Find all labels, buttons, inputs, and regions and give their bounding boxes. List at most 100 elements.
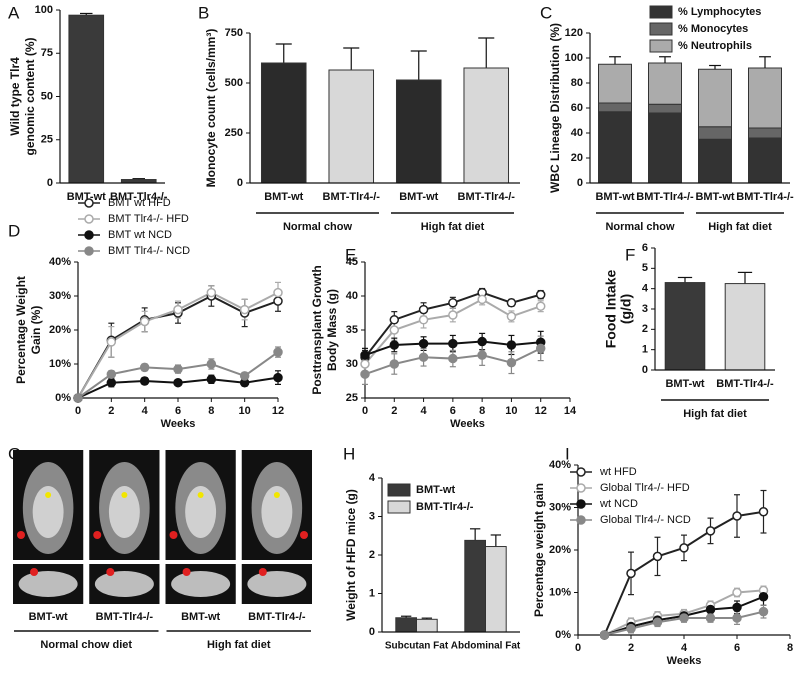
point: [652, 617, 663, 627]
group-label: High fat diet: [683, 408, 747, 420]
scan-marker: [30, 568, 39, 576]
point: [360, 359, 370, 369]
x-tick-label: 10: [239, 405, 251, 417]
group-label: High fat diet: [421, 221, 485, 233]
bar-segment: [748, 127, 782, 139]
legend-swatch: [387, 483, 411, 497]
x-tick-label: 12: [535, 405, 547, 417]
point: [732, 602, 742, 613]
legend-marker: [84, 230, 94, 240]
point: [506, 357, 517, 368]
scan-marker: [197, 492, 204, 498]
legend-swatch: [387, 500, 411, 514]
x-tick-label: Subcutan Fat: [385, 641, 449, 652]
y-axis-label: WBC Lineage Distribution (%): [548, 23, 562, 193]
y-tick-label: 80: [571, 77, 583, 89]
y-tick-label: 0%: [555, 629, 571, 641]
panel-letter: B: [198, 3, 209, 22]
bar: [68, 14, 105, 184]
x-tick-label: 2: [108, 405, 114, 417]
panel-letter: A: [8, 3, 20, 22]
point: [173, 364, 183, 374]
x-axis-label: Weeks: [667, 655, 702, 667]
y-tick-label: 1: [642, 344, 648, 356]
bar-segment: [698, 138, 732, 184]
y-tick-label: 40%: [549, 459, 571, 471]
bar: [724, 283, 766, 371]
x-tick-label: 6: [450, 405, 456, 417]
point: [239, 304, 250, 315]
x-tick-label: BMT-Tlr4-/-: [96, 611, 154, 623]
bar-segment: [648, 62, 682, 105]
x-tick-label: BMT-wt: [595, 191, 634, 203]
x-tick-label: BMT-wt: [67, 191, 106, 203]
y-tick-label: 20%: [49, 324, 71, 336]
point: [477, 294, 487, 305]
x-axis-label: Weeks: [161, 418, 196, 430]
point: [206, 374, 217, 385]
y-tick-label: 750: [225, 27, 243, 39]
x-tick-label: BMT-wt: [29, 611, 68, 623]
x-tick-label: BMT-Tlr4-/-: [716, 378, 774, 390]
point: [206, 359, 217, 369]
point: [206, 287, 217, 298]
y-axis-label: Food Intake: [603, 270, 619, 349]
y-tick-label: 0: [577, 177, 583, 189]
x-tick-label: BMT-Tlr4-/-: [323, 191, 381, 203]
scan-slice-body: [18, 571, 78, 597]
bar-segment: [648, 112, 682, 184]
point: [626, 568, 636, 579]
y-axis-label: Weight of HFD mice (g): [344, 489, 358, 621]
x-tick-label: 8: [479, 405, 485, 417]
point: [389, 315, 400, 325]
x-tick-label: 0: [575, 642, 581, 654]
point: [73, 393, 83, 403]
y-tick-label: 60: [571, 102, 583, 114]
y-tick-label: 1: [369, 587, 375, 599]
scan-slice-body: [247, 571, 307, 597]
y-axis-label: genomic content (%): [23, 37, 37, 155]
point: [139, 362, 150, 373]
y-axis-label: Gain (%): [29, 306, 43, 355]
y-tick-label: 20: [571, 152, 583, 164]
y-axis-label: Percentage Weight: [14, 276, 28, 384]
y-tick-label: 3: [369, 510, 375, 522]
point: [389, 340, 400, 350]
bar: [664, 282, 706, 371]
bar: [485, 546, 507, 633]
bar-segment: [748, 67, 782, 129]
legend-label: BMT wt NCD: [108, 229, 172, 241]
scan-organ: [261, 486, 293, 538]
point: [106, 337, 117, 347]
group-label: Normal chow: [605, 221, 675, 233]
y-tick-label: 3: [642, 303, 648, 315]
legend-marker: [576, 499, 586, 509]
x-tick-label: 10: [505, 405, 517, 417]
y-axis-label: Posttransplant Growth: [310, 265, 324, 394]
legend-marker: [84, 214, 94, 224]
point: [535, 343, 546, 354]
point: [758, 592, 769, 602]
point: [535, 289, 546, 300]
x-tick-label: BMT-Tlr4-/-: [458, 191, 516, 203]
point: [448, 353, 458, 364]
x-tick-label: 8: [787, 642, 793, 654]
bar-segment: [598, 111, 632, 184]
point: [448, 310, 458, 320]
bar-segment: [648, 103, 682, 114]
x-tick-label: 4: [421, 405, 428, 417]
scan-marker: [121, 492, 128, 498]
point: [599, 630, 610, 640]
scan-marker: [169, 531, 178, 539]
bar: [464, 539, 486, 633]
point: [360, 369, 370, 379]
bar-segment: [598, 63, 632, 104]
group-label: Normal chow: [283, 221, 353, 233]
legend-marker: [576, 483, 586, 493]
scan-marker: [17, 531, 25, 539]
x-tick-label: BMT-wt: [399, 191, 438, 203]
x-tick-label: 14: [564, 405, 577, 417]
y-tick-label: 4: [642, 283, 649, 295]
y-tick-label: 40: [571, 127, 583, 139]
scan-marker: [93, 531, 102, 539]
